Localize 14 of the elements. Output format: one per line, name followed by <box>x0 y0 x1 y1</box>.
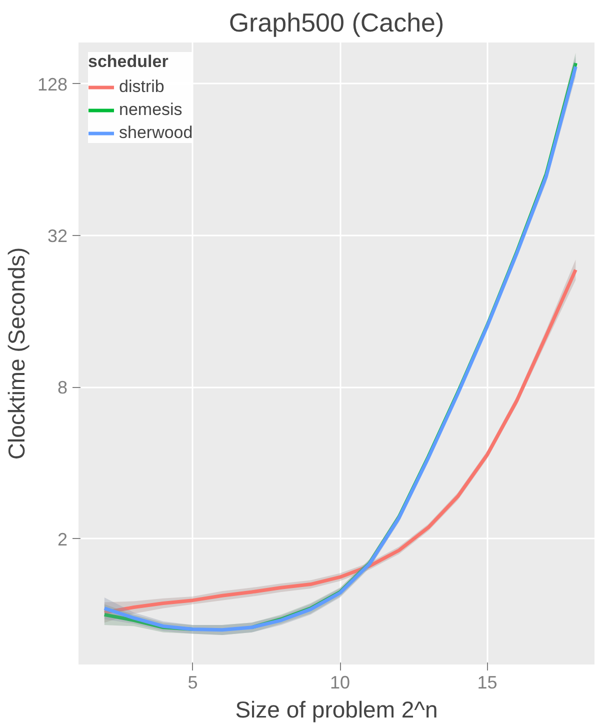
y-axis-title: Clocktime (Seconds) <box>3 247 30 460</box>
chart-title: Graph500 (Cache) <box>228 8 444 38</box>
y-tick-label: 2 <box>57 529 68 550</box>
y-tick-label: 32 <box>47 226 68 246</box>
x-tick-label: 15 <box>477 672 498 692</box>
legend-label: nemesis <box>119 100 182 120</box>
x-tick-label: 5 <box>188 672 198 692</box>
x-axis-title: Size of problem 2^n <box>235 696 438 722</box>
legend-title: scheduler <box>88 52 170 72</box>
y-tick-label: 128 <box>37 74 68 94</box>
legend-label: sherwood <box>119 123 193 143</box>
legend-label: distrib <box>119 77 164 97</box>
y-tick-label: 8 <box>57 378 68 398</box>
x-tick-label: 10 <box>330 672 350 692</box>
